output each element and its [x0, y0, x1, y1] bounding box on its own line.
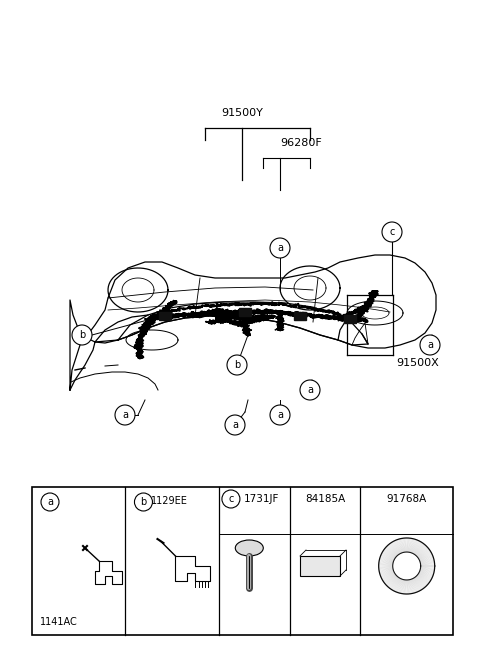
- Bar: [294, 312, 306, 320]
- Bar: [344, 315, 356, 323]
- Circle shape: [72, 325, 92, 345]
- Text: a: a: [232, 420, 238, 430]
- Bar: [300, 556, 340, 576]
- Text: 1731JF: 1731JF: [244, 494, 279, 504]
- Text: a: a: [47, 497, 53, 507]
- Circle shape: [270, 405, 290, 425]
- Circle shape: [225, 415, 245, 435]
- Text: 84185A: 84185A: [305, 494, 345, 504]
- Text: c: c: [228, 494, 234, 504]
- Circle shape: [115, 405, 135, 425]
- Text: c: c: [389, 227, 395, 237]
- Text: a: a: [277, 410, 283, 420]
- Text: 91500Y: 91500Y: [221, 108, 263, 118]
- Text: 91500X: 91500X: [396, 358, 439, 368]
- Text: 1141AC: 1141AC: [40, 617, 78, 627]
- Circle shape: [382, 222, 402, 242]
- Text: 1129EE: 1129EE: [150, 496, 187, 506]
- Text: 96280F: 96280F: [280, 138, 322, 148]
- Text: b: b: [140, 497, 146, 507]
- Circle shape: [300, 380, 320, 400]
- Text: b: b: [234, 360, 240, 370]
- Circle shape: [222, 490, 240, 508]
- Circle shape: [41, 493, 59, 511]
- Text: a: a: [122, 410, 128, 420]
- Text: a: a: [307, 385, 313, 395]
- Bar: [32, 487, 453, 635]
- Circle shape: [134, 493, 153, 511]
- Circle shape: [227, 355, 247, 375]
- Text: 91768A: 91768A: [386, 494, 427, 504]
- Text: b: b: [79, 330, 85, 340]
- Bar: [239, 308, 251, 316]
- Text: a: a: [427, 340, 433, 350]
- Ellipse shape: [235, 540, 264, 556]
- Bar: [159, 312, 171, 320]
- Text: a: a: [277, 243, 283, 253]
- Circle shape: [270, 238, 290, 258]
- Circle shape: [420, 335, 440, 355]
